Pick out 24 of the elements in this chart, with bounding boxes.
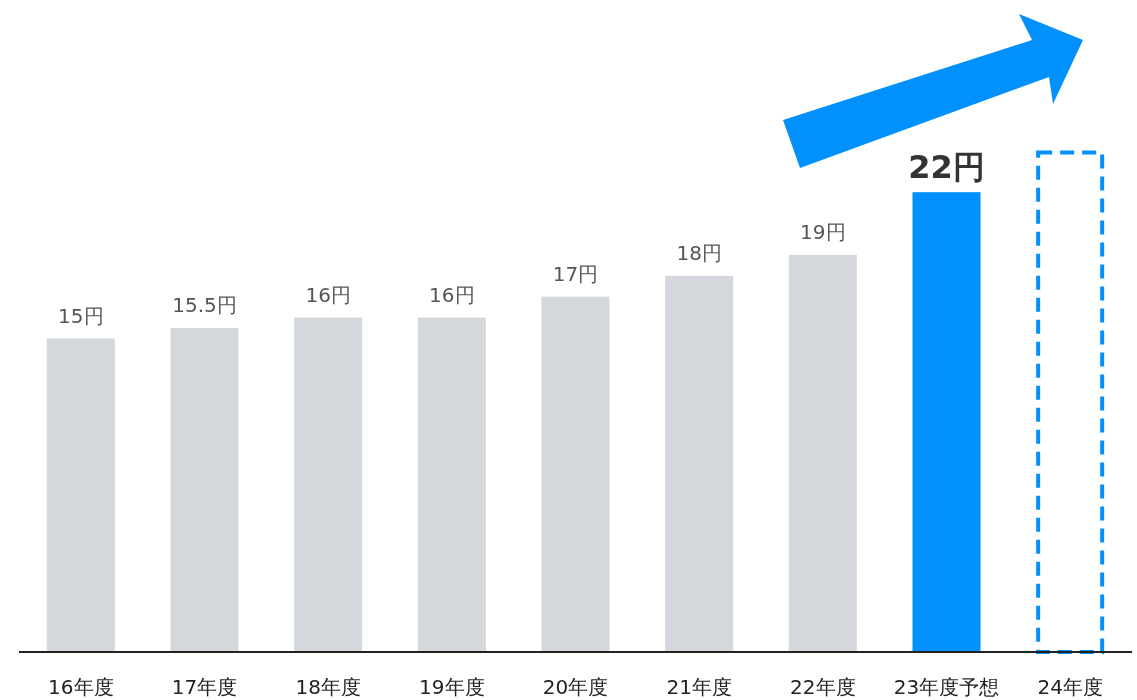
data-label: 15円 [58,303,104,328]
bar [170,328,239,652]
data-label: 16円 [429,282,475,307]
x-tick-label: 20年度 [542,675,609,699]
data-label: 19円 [800,219,846,244]
x-tick-label: 17年度 [171,675,238,699]
bar [46,338,115,652]
x-tick-label: 23年度予想 [893,675,1000,699]
x-tick-label: 19年度 [419,675,485,699]
x-tick-label: 21年度 [666,675,732,699]
bar [294,317,363,652]
bar [788,254,857,652]
data-label: 16円 [305,282,351,307]
x-tick-label: 24年度 [1037,675,1103,699]
x-tick-label: 18年度 [295,675,361,699]
data-label: 17円 [552,261,599,286]
data-label: 22円 [908,148,985,187]
x-tick-label: 22年度 [790,675,856,699]
data-label: 18円 [676,240,722,265]
bar [417,317,486,652]
bar [665,275,734,652]
bar [541,296,610,652]
data-label: 15.5円 [172,293,237,318]
x-tick-label: 16年度 [48,675,114,699]
